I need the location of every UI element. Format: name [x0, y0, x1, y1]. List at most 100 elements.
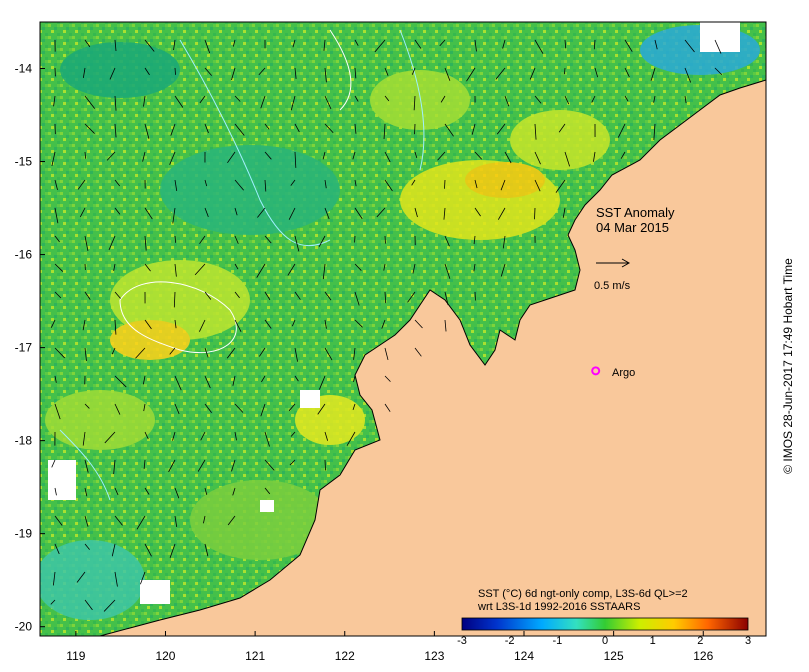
current-arrow — [444, 291, 449, 306]
current-arrow — [414, 39, 422, 49]
current-arrow — [52, 571, 56, 586]
current-arrow — [54, 207, 59, 224]
current-arrow — [234, 403, 244, 413]
current-arrow — [318, 375, 326, 390]
current-arrow — [384, 67, 389, 76]
vector-scale-label: 0.5 m/s — [594, 280, 631, 292]
argo-marker-icon — [591, 366, 601, 376]
current-arrow — [234, 319, 242, 332]
y-tick-label: -17 — [15, 341, 33, 355]
current-arrow — [231, 459, 236, 472]
x-axis: 119 120 121 122 123 124 125 126 — [66, 631, 714, 663]
current-arrow — [324, 347, 333, 361]
current-arrow — [54, 235, 60, 243]
current-arrow — [346, 431, 356, 446]
current-arrow — [197, 459, 206, 472]
current-arrow — [593, 39, 596, 50]
current-arrow — [232, 39, 236, 47]
current-arrow — [173, 291, 176, 308]
current-arrow — [653, 123, 656, 140]
current-arrow — [199, 319, 206, 332]
current-arrow — [534, 179, 541, 192]
current-arrow — [169, 543, 176, 559]
current-arrow — [82, 319, 86, 331]
current-arrow — [500, 263, 506, 277]
colorbar-tick-label: -2 — [505, 635, 515, 647]
current-arrow — [496, 123, 506, 135]
colorbar-scale — [461, 617, 749, 631]
plot-frame — [39, 21, 767, 637]
current-arrow — [114, 403, 121, 415]
x-tick-label: 126 — [693, 649, 713, 663]
current-arrow — [84, 151, 87, 159]
current-arrow — [108, 235, 116, 251]
current-arrow — [79, 207, 86, 218]
current-arrow — [84, 487, 88, 497]
y-tick-label: -14 — [15, 62, 33, 76]
current-arrow — [318, 235, 326, 247]
current-arrow — [114, 207, 121, 215]
current-arrow — [260, 403, 266, 417]
current-arrow — [352, 403, 356, 410]
current-arrow — [324, 319, 327, 329]
current-arrow — [383, 123, 386, 140]
missing-data-gaps — [48, 22, 740, 604]
y-tick-label: -20 — [15, 620, 33, 634]
map-title-line2: 04 Mar 2015 — [596, 220, 669, 235]
current-arrow — [264, 487, 271, 495]
current-arrow — [322, 151, 326, 160]
current-arrow — [502, 235, 506, 249]
current-arrow — [534, 39, 544, 54]
current-arrow — [257, 207, 266, 218]
current-arrow — [54, 179, 58, 190]
current-arrow — [174, 403, 180, 415]
current-arrow — [84, 123, 95, 134]
current-arrow — [294, 375, 299, 382]
current-arrow — [322, 263, 326, 280]
ssh-contours — [59, 29, 425, 501]
current-arrow — [114, 291, 121, 299]
colorbar-tick-label: -1 — [552, 635, 562, 647]
current-arrow — [354, 263, 362, 271]
x-tick-label: 125 — [604, 649, 624, 663]
current-arrow — [324, 67, 327, 83]
current-arrow — [174, 515, 178, 527]
current-arrow — [534, 95, 542, 104]
current-arrow — [84, 39, 91, 48]
vector-scale: 0.5 m/s — [594, 258, 631, 292]
current-arrow — [473, 235, 476, 245]
current-arrow — [624, 67, 630, 78]
current-arrow — [374, 39, 386, 53]
current-arrow — [135, 347, 146, 359]
current-arrow — [84, 543, 90, 550]
current-arrow — [534, 151, 541, 165]
current-arrow — [204, 207, 209, 218]
current-arrow — [172, 431, 176, 441]
current-arrow — [264, 179, 267, 192]
current-arrow — [109, 67, 116, 80]
current-arrow — [103, 599, 116, 612]
current-arrow — [260, 95, 266, 109]
y-tick-label: -18 — [15, 434, 33, 448]
current-arrow — [684, 95, 687, 104]
current-arrow — [144, 67, 150, 76]
current-arrow — [383, 263, 386, 271]
current-arrow — [564, 67, 566, 75]
current-arrow — [227, 515, 236, 526]
current-arrow — [199, 95, 206, 104]
current-arrow — [354, 39, 359, 46]
current-arrow — [51, 151, 56, 167]
current-arrow — [227, 151, 236, 164]
current-arrow — [443, 207, 446, 220]
current-arrow — [169, 347, 176, 355]
current-arrow — [51, 459, 56, 468]
current-arrow — [200, 431, 206, 441]
current-arrow — [684, 67, 692, 83]
colorbar-ticks: -3 -2 -1 0 1 2 3 — [457, 635, 751, 647]
current-arrow — [354, 179, 357, 187]
current-arrow — [143, 459, 146, 469]
current-arrow — [234, 123, 245, 136]
current-arrow — [654, 39, 658, 50]
current-arrow — [591, 95, 596, 103]
